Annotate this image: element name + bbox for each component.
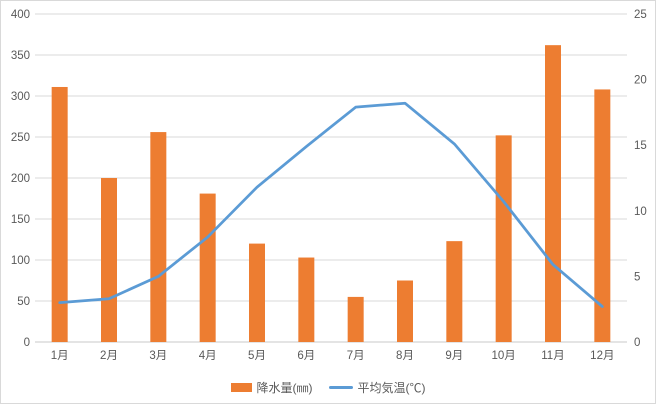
month-label: 6月 xyxy=(297,350,315,362)
month-label: 10月 xyxy=(492,350,516,362)
month-label: 11月 xyxy=(541,350,564,362)
month-label: 2月 xyxy=(100,350,118,362)
left-axis-tick-label: 0 xyxy=(24,337,30,349)
left-axis-tick-label: 250 xyxy=(11,132,30,144)
left-axis-tick-label: 100 xyxy=(11,255,30,267)
precipitation-bar xyxy=(495,135,512,342)
left-axis-tick-label: 300 xyxy=(11,91,30,103)
month-label: 4月 xyxy=(199,350,217,362)
right-axis-tick-label: 25 xyxy=(634,9,647,21)
precipitation-bar xyxy=(347,296,364,342)
precipitation-bar xyxy=(397,280,413,342)
month-label: 9月 xyxy=(445,350,463,362)
precipitation-bar xyxy=(249,243,265,342)
month-label: 12月 xyxy=(590,350,614,362)
left-axis-tick-label: 150 xyxy=(11,214,30,226)
temperature-line xyxy=(58,101,604,308)
left-axis-tick-label: 350 xyxy=(11,50,30,62)
month-label: 3月 xyxy=(149,350,167,362)
precipitation-bar xyxy=(199,193,216,342)
left-axis-tick-label: 50 xyxy=(17,296,30,308)
right-axis-tick-label: 5 xyxy=(634,271,640,283)
month-label: 1月 xyxy=(51,350,69,362)
right-axis-tick-label: 0 xyxy=(634,337,640,349)
precipitation-bar xyxy=(446,241,463,342)
month-label: 5月 xyxy=(248,350,266,362)
month-label: 7月 xyxy=(347,350,365,362)
month-label: 8月 xyxy=(396,350,414,362)
precipitation-bar xyxy=(594,89,611,342)
left-axis-tick-label: 400 xyxy=(11,9,30,21)
right-axis-tick-label: 15 xyxy=(634,140,647,152)
precipitation-bar xyxy=(298,257,315,342)
right-axis-tick-label: 10 xyxy=(634,206,647,218)
precipitation-bar xyxy=(150,132,167,342)
left-axis-tick-label: 200 xyxy=(11,173,30,185)
right-axis-tick-label: 20 xyxy=(634,75,647,87)
precipitation-bar xyxy=(545,45,561,342)
precipitation-bar xyxy=(51,86,68,342)
precipitation-bar xyxy=(101,178,117,342)
